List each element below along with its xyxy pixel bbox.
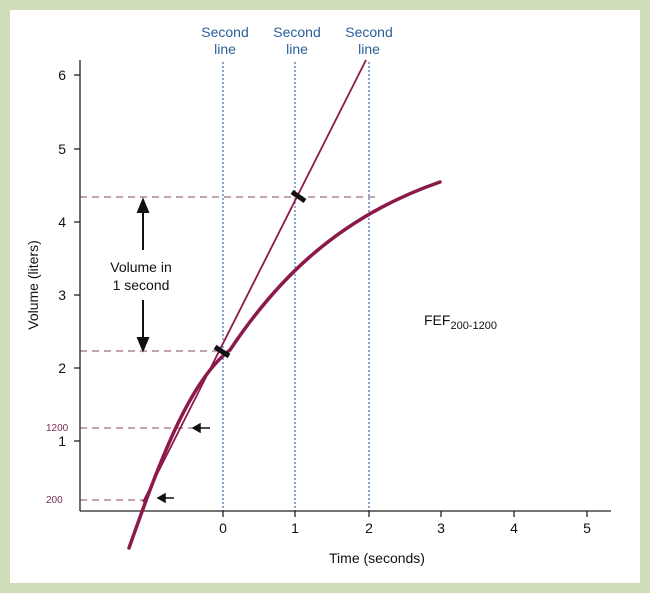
dashed-reference-lines bbox=[80, 196, 378, 501]
y-tick-label-6: 6 bbox=[58, 67, 66, 83]
second-line-label-0-line1: Second bbox=[201, 24, 248, 40]
y-tick-label-1200: 1200 bbox=[46, 423, 69, 434]
fef-label-subscript: 200-1200 bbox=[450, 320, 497, 332]
left-arrow-icon bbox=[191, 422, 210, 434]
volume-time-curve bbox=[127, 180, 442, 550]
annotation-line2: 1 second bbox=[113, 277, 170, 293]
x-tick-label-1: 1 bbox=[291, 520, 299, 536]
y-axis-title: Volume (liters) bbox=[25, 240, 41, 329]
y-tick-label-3: 3 bbox=[58, 287, 66, 303]
y-tick-label-200: 200 bbox=[46, 495, 63, 506]
y-tick-label-4: 4 bbox=[58, 214, 66, 230]
x-tick-label-3: 3 bbox=[437, 520, 445, 536]
y-tick-label-5: 5 bbox=[58, 141, 66, 157]
second-lines bbox=[222, 62, 370, 511]
marker-lower bbox=[213, 344, 231, 359]
fef-label-base: FEF bbox=[424, 312, 450, 328]
fef-label: FEF200-1200 bbox=[424, 312, 497, 332]
annotation-line1: Volume in bbox=[110, 259, 171, 275]
x-tick-label-5: 5 bbox=[583, 520, 591, 536]
x-tick-label-4: 4 bbox=[510, 520, 518, 536]
x-tick-label-0: 0 bbox=[219, 520, 227, 536]
y-tick-label-1: 1 bbox=[58, 433, 66, 449]
second-line-label-1-line2: line bbox=[286, 41, 308, 57]
y-tick-label-2: 2 bbox=[58, 360, 66, 376]
tangent-line bbox=[142, 59, 367, 503]
left-arrow-icon bbox=[156, 492, 174, 504]
second-line-label-0-line2: line bbox=[214, 41, 236, 57]
second-line-label-2-line1: Second bbox=[345, 24, 392, 40]
second-line-label-2-line2: line bbox=[358, 41, 380, 57]
x-axis-title: Time (seconds) bbox=[329, 550, 425, 566]
axes bbox=[74, 60, 611, 517]
diagram-panel bbox=[10, 10, 640, 583]
x-tick-label-2: 2 bbox=[365, 520, 373, 536]
marker-upper bbox=[290, 189, 307, 204]
second-line-label-1-line1: Second bbox=[273, 24, 320, 40]
vertical-double-arrow-icon bbox=[136, 197, 150, 353]
